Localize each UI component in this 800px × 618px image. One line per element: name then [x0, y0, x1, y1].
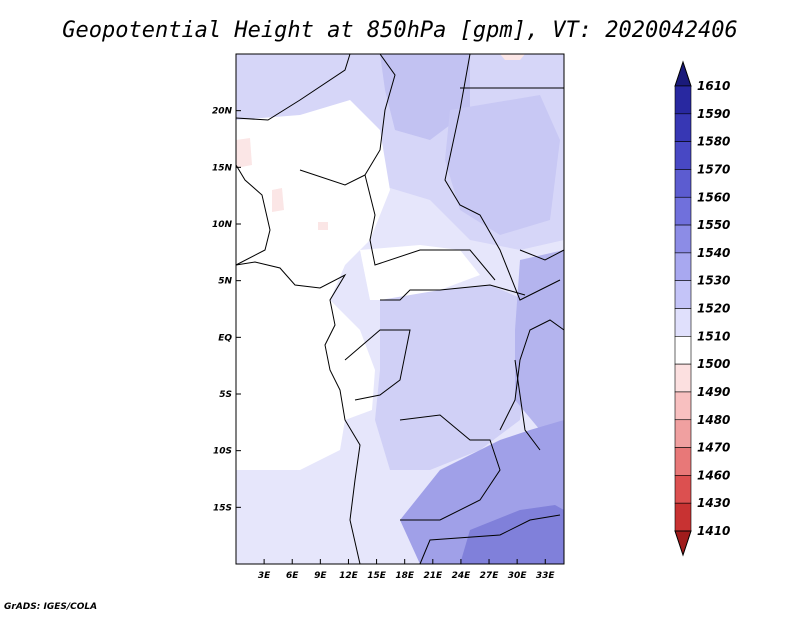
colorbar-level-label: 1530: [697, 274, 730, 288]
colorbar-level-label: 1500: [697, 357, 730, 371]
colorbar-level-label: 1480: [697, 413, 730, 427]
colorbar-level-label: 1490: [697, 385, 730, 399]
lon-tick-label: 9E: [314, 571, 327, 581]
colorbar-segment: [674, 419, 692, 448]
lat-tick-label: 15N: [212, 163, 233, 173]
lat-tick-label: 20N: [212, 107, 233, 117]
lon-tick-label: 27E: [480, 571, 500, 581]
colorbar-level-label: 1590: [697, 107, 730, 121]
shade-patch-pink-3: [318, 222, 328, 230]
lat-tick-label: 15S: [213, 503, 232, 513]
shade-region-sudan: [445, 95, 560, 235]
longitude-ticks: 3E 6E 9E 12E 15E 18E 21E 24E 27E 30E 33E: [258, 559, 556, 581]
shade-patch-pink-4: [500, 54, 525, 60]
colorbar-segment: [674, 141, 692, 170]
shade-region-congo: [375, 285, 530, 470]
coastlines-and-borders: [235, 53, 565, 565]
lat-tick-label: 5N: [218, 277, 232, 287]
lon-tick-label: 24E: [452, 571, 472, 581]
lat-tick-label: 5S: [219, 390, 232, 400]
latitude-ticks: 20N 15N 10N 5N EQ 5S 10S 15S: [212, 107, 241, 513]
lon-tick-label: 3E: [258, 571, 271, 581]
colorbar-level-label: 1430: [697, 496, 730, 510]
colorbar-level-label: 1510: [697, 329, 730, 343]
colorbar-segment: [674, 475, 692, 504]
colorbar-segment: [674, 391, 692, 421]
lon-tick-label: 18E: [395, 571, 415, 581]
colorbar-segment: [674, 224, 692, 254]
colorbar-level-label: 1550: [697, 218, 730, 232]
colorbar-segment: [674, 308, 692, 337]
colorbar-segment: [674, 169, 692, 198]
colorbar-level-label: 1470: [697, 441, 730, 455]
colorbar-segment: [674, 196, 692, 226]
lon-tick-label: 15E: [367, 571, 387, 581]
colorbar-level-label: 1570: [697, 162, 730, 176]
lon-tick-label: 33E: [536, 571, 556, 581]
lat-tick-label: 10S: [213, 447, 232, 457]
colorbar-top-arrow: [674, 60, 692, 87]
chart-title: Geopotential Height at 850hPa [gpm], VT:…: [62, 18, 738, 43]
colorbar-level-label: 1540: [697, 246, 730, 260]
shade-patch-pink-2: [272, 188, 284, 212]
shade-region-east-africa: [515, 250, 564, 430]
colorbar-segment: [674, 85, 692, 115]
lat-tick-label: 10N: [212, 220, 233, 230]
shade-region-southeast-dark: [460, 505, 564, 564]
colorbar-segment: [674, 113, 692, 142]
map-panel: [235, 53, 565, 565]
map-frame: [235, 53, 565, 565]
colorbar-segment: [674, 280, 692, 309]
shade-region-northeast: [380, 54, 470, 140]
colorbar-level-label: 1520: [697, 302, 730, 316]
colorbar-segment: [674, 447, 692, 476]
shade-patch-pink-1: [236, 138, 252, 168]
colorbar-segment: [674, 336, 692, 365]
lon-tick-label: 30E: [508, 571, 528, 581]
colorbar: 1610 1590 1580 1570 1560 1550 1540 1530 1520 1510…: [674, 60, 730, 557]
colorbar-segment: [674, 252, 692, 281]
colorbar-level-label: 1410: [697, 524, 730, 538]
shade-region-central: [360, 245, 480, 300]
colorbar-bottom-arrow: [674, 530, 692, 557]
credit-label: GrADS: IGES/COLA: [4, 602, 98, 612]
colorbar-level-label: 1460: [697, 468, 730, 482]
lat-tick-label: EQ: [218, 333, 232, 343]
lon-tick-label: 6E: [286, 571, 299, 581]
colorbar-level-label: 1610: [697, 79, 730, 93]
colorbar-level-label: 1560: [697, 190, 730, 204]
lon-tick-label: 12E: [339, 571, 359, 581]
lon-tick-label: 21E: [423, 571, 443, 581]
colorbar-segment: [674, 363, 692, 393]
colorbar-level-label: 1580: [697, 135, 730, 149]
colorbar-segment: [674, 502, 692, 532]
